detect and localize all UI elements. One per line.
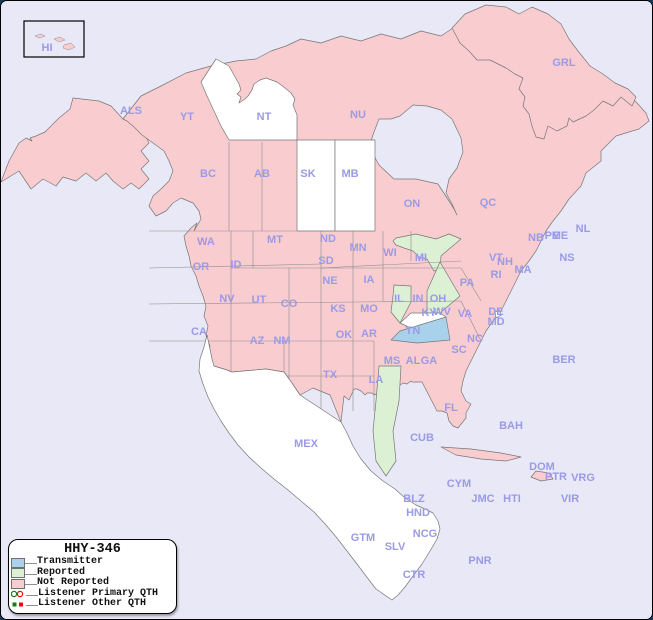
svg-text:PNR: PNR	[468, 555, 491, 567]
svg-text:AB: AB	[254, 168, 270, 180]
svg-text:GA: GA	[421, 355, 438, 367]
svg-text:TN: TN	[406, 325, 421, 337]
svg-text:CUB: CUB	[410, 432, 434, 444]
svg-text:OR: OR	[193, 261, 210, 273]
svg-text:MB: MB	[341, 168, 358, 180]
svg-text:LA: LA	[369, 374, 384, 386]
svg-text:VT: VT	[489, 252, 503, 264]
svg-text:WV: WV	[433, 306, 451, 318]
svg-text:PTR: PTR	[545, 471, 567, 483]
svg-text:JMC: JMC	[471, 493, 494, 505]
svg-text:WI: WI	[383, 247, 396, 259]
svg-text:CO: CO	[281, 298, 298, 310]
svg-text:OK: OK	[336, 329, 353, 341]
svg-text:AZ: AZ	[250, 335, 265, 347]
svg-text:BLZ: BLZ	[403, 493, 425, 505]
svg-text:MEX: MEX	[294, 438, 319, 450]
svg-text:SK: SK	[300, 168, 315, 180]
svg-text:IL: IL	[394, 293, 404, 305]
svg-text:NE: NE	[322, 275, 337, 287]
svg-text:AL: AL	[406, 355, 421, 367]
svg-text:WA: WA	[197, 236, 215, 248]
svg-text:IN: IN	[413, 293, 424, 305]
svg-text:ALS: ALS	[120, 105, 142, 117]
svg-text:VRG: VRG	[571, 472, 595, 484]
svg-text:NC: NC	[467, 333, 483, 345]
svg-text:MA: MA	[514, 264, 531, 276]
svg-text:BER: BER	[552, 354, 575, 366]
svg-text:TX: TX	[323, 369, 338, 381]
svg-text:IA: IA	[364, 274, 375, 286]
svg-text:BAH: BAH	[499, 420, 523, 432]
svg-text:CTR: CTR	[403, 569, 426, 581]
svg-text:HND: HND	[406, 507, 430, 519]
svg-text:MN: MN	[349, 242, 366, 254]
svg-text:UT: UT	[252, 294, 267, 306]
svg-text:NU: NU	[350, 109, 366, 121]
svg-text:NT: NT	[257, 111, 272, 123]
svg-text:FL: FL	[444, 402, 458, 414]
svg-text:MS: MS	[384, 355, 401, 367]
svg-text:SD: SD	[318, 255, 333, 267]
svg-text:MO: MO	[360, 303, 378, 315]
svg-text:GTM: GTM	[351, 532, 375, 544]
svg-text:HI: HI	[42, 42, 53, 54]
svg-text:SC: SC	[451, 344, 466, 356]
svg-text:OH: OH	[430, 293, 447, 305]
svg-text:ID: ID	[231, 259, 242, 271]
svg-text:VIR: VIR	[561, 493, 579, 505]
svg-text:CYM: CYM	[447, 478, 471, 490]
svg-text:SLV: SLV	[385, 541, 406, 553]
svg-text:NCG: NCG	[413, 528, 437, 540]
svg-text:RI: RI	[491, 269, 502, 281]
svg-text:BC: BC	[200, 168, 216, 180]
svg-text:AR: AR	[361, 328, 377, 340]
svg-text:NS: NS	[559, 252, 574, 264]
svg-text:NM: NM	[273, 335, 290, 347]
svg-text:VA: VA	[458, 308, 473, 320]
svg-text:PE: PE	[545, 230, 560, 242]
svg-text:NL: NL	[576, 223, 591, 235]
svg-text:MD: MD	[487, 316, 504, 328]
svg-text:QC: QC	[480, 197, 497, 209]
svg-text:GRL: GRL	[552, 57, 576, 69]
svg-text:MI: MI	[415, 252, 427, 264]
svg-text:CA: CA	[191, 326, 207, 338]
svg-text:NB: NB	[528, 232, 544, 244]
svg-text:MT: MT	[267, 234, 283, 246]
svg-text:ON: ON	[404, 198, 421, 210]
svg-text:NV: NV	[219, 293, 235, 305]
svg-text:ND: ND	[320, 233, 336, 245]
svg-text:PA: PA	[460, 277, 475, 289]
svg-text:HTI: HTI	[503, 493, 521, 505]
svg-text:YT: YT	[180, 111, 194, 123]
svg-text:KS: KS	[330, 303, 345, 315]
